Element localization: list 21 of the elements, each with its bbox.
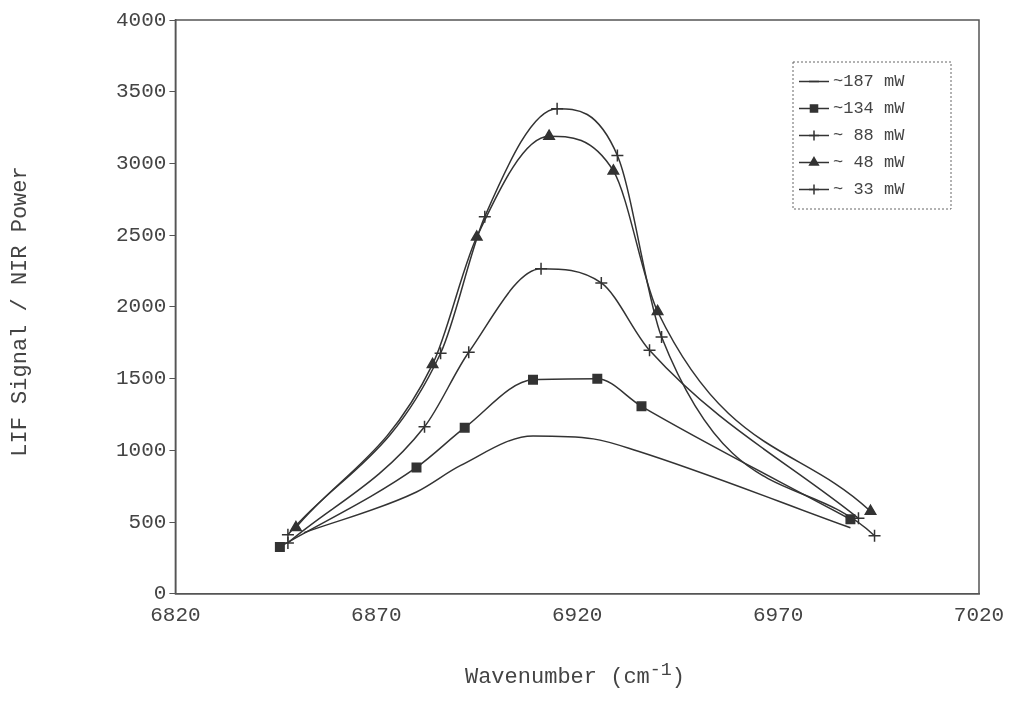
y-tick-label: 500 [128,510,167,534]
x-tick-label: 6870 [351,603,402,627]
x-tick-label: 7020 [953,603,1005,627]
legend-label: ~ 48 mW [833,153,906,172]
y-tick-label: 1500 [115,367,167,391]
y-axis-title: LIF Signal / NIR Power [8,165,33,459]
y-tick-label: 3000 [115,152,167,176]
y-tick-label: 2000 [115,295,167,319]
legend-label: ~134 mW [833,99,906,118]
x-tick-label: 6970 [752,603,804,627]
y-tick-label: 1000 [115,438,167,462]
legend-label: ~ 88 mW [833,126,906,145]
y-tick-label: 2500 [115,223,167,247]
x-tick-label: 6820 [150,603,201,627]
legend-label: ~187 mW [833,72,906,91]
y-tick-label: 3500 [115,80,167,104]
x-tick-label: 6920 [551,603,603,627]
x-axis-title: Wavenumber (cm$^{-1}$) [463,660,686,691]
legend-label: ~ 33 mW [833,180,906,199]
y-tick-label: 0 [153,582,167,606]
y-tick-label: 4000 [115,8,167,32]
